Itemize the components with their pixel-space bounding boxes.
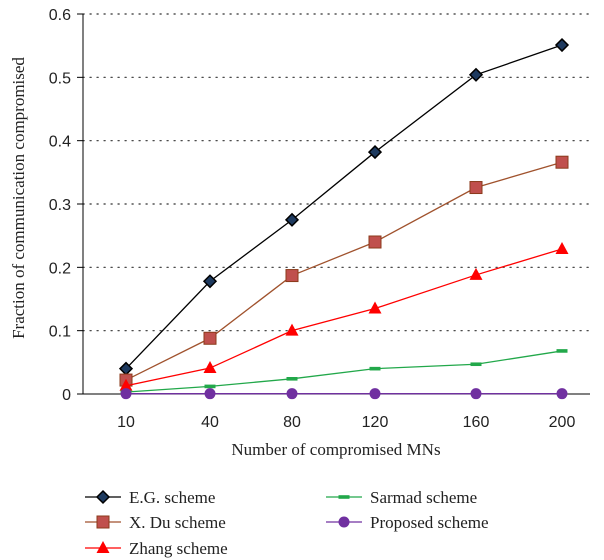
data-point: [554, 37, 570, 53]
x-axis-ticks: 10 40 80 120 160 200: [117, 394, 575, 431]
data-point: [470, 388, 482, 400]
legend: E.G. scheme X. Du scheme Zhang scheme Sarma…: [85, 488, 489, 558]
data-point: [468, 67, 484, 82]
data-point: [202, 274, 218, 289]
x-tick-label: 120: [362, 414, 389, 431]
y-tick-label: 0.6: [49, 7, 71, 24]
series-proposed-scheme: [120, 388, 568, 400]
legend-item: Zhang scheme: [85, 539, 228, 558]
legend-marker: [95, 489, 111, 505]
series-e-g-scheme: [118, 37, 570, 376]
legend-item: E.G. scheme: [85, 488, 215, 507]
legend-marker: [338, 516, 350, 528]
legend-label: Proposed scheme: [370, 513, 489, 532]
x-tick-label: 40: [201, 414, 219, 431]
y-tick-label: 0.2: [49, 260, 71, 277]
data-point: [368, 235, 382, 249]
x-axis-title: Number of compromised MNs: [231, 440, 440, 459]
series-x-du-scheme: [119, 155, 569, 387]
series-zhang-scheme: [119, 241, 569, 391]
data-point: [203, 331, 217, 345]
data-point: [469, 267, 483, 280]
y-tick-label: 0: [62, 387, 71, 404]
y-axis-title: Fraction of communication compromised: [9, 57, 28, 339]
legend-item: Proposed scheme: [326, 513, 489, 532]
series-line: [125, 248, 563, 387]
data-point: [556, 388, 568, 400]
data-point: [285, 323, 299, 336]
legend-item: X. Du scheme: [85, 513, 226, 532]
data-point: [470, 362, 482, 367]
x-tick-label: 160: [463, 414, 490, 431]
data-point: [120, 388, 132, 400]
y-axis-ticks: 0 0.1 0.2 0.3 0.4 0.5 0.6: [49, 7, 83, 404]
legend-marker: [96, 541, 110, 553]
data-point: [203, 361, 217, 374]
series-sarmad-scheme: [120, 349, 568, 394]
y-tick-label: 0.1: [49, 324, 71, 341]
data-point: [369, 366, 381, 371]
x-tick-label: 200: [549, 414, 576, 431]
data-point: [367, 145, 383, 160]
series-group: [118, 37, 570, 400]
legend-label: Sarmad scheme: [370, 488, 477, 507]
x-tick-label: 80: [283, 414, 301, 431]
x-tick-label: 10: [117, 414, 135, 431]
data-point: [556, 349, 568, 353]
legend-marker: [338, 495, 350, 499]
data-point: [204, 384, 216, 389]
legend-label: E.G. scheme: [129, 488, 215, 507]
data-point: [284, 212, 300, 227]
data-point: [119, 378, 133, 391]
data-point: [369, 388, 381, 400]
data-point: [555, 155, 569, 169]
data-point: [204, 388, 216, 400]
data-point: [286, 388, 298, 400]
data-point: [285, 269, 299, 283]
legend-item: Sarmad scheme: [326, 488, 477, 507]
y-tick-label: 0.5: [49, 70, 71, 87]
series-line: [125, 44, 563, 370]
grid-lines: [82, 13, 591, 332]
series-line: [125, 350, 563, 393]
data-point: [555, 241, 569, 254]
data-point: [368, 301, 382, 314]
legend-marker: [96, 515, 110, 529]
data-point: [469, 181, 483, 195]
y-tick-label: 0.4: [49, 134, 71, 151]
series-line: [125, 161, 563, 381]
legend-label: X. Du scheme: [129, 513, 226, 532]
y-tick-label: 0.3: [49, 197, 71, 214]
data-point: [286, 377, 298, 381]
legend-label: Zhang scheme: [129, 539, 228, 558]
